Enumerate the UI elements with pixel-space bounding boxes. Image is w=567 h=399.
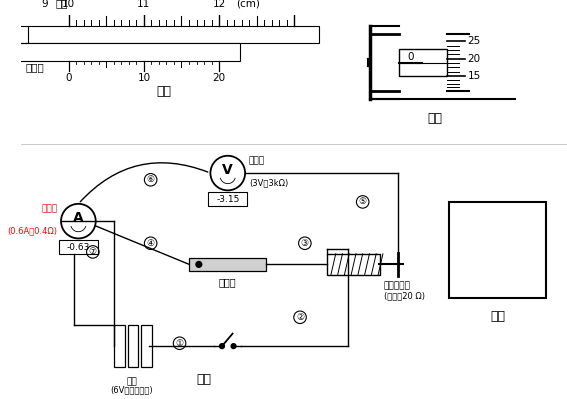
Text: -0.63: -0.63 bbox=[67, 243, 90, 252]
Circle shape bbox=[231, 344, 236, 348]
Text: 20: 20 bbox=[468, 53, 481, 64]
Text: (0.6A，0.4Ω): (0.6A，0.4Ω) bbox=[7, 226, 57, 235]
Text: 游标尺: 游标尺 bbox=[26, 63, 44, 73]
Text: (最大值20 Ω): (最大值20 Ω) bbox=[384, 291, 425, 300]
Text: (6V，内阻不计): (6V，内阻不计) bbox=[110, 385, 153, 395]
Text: ⑥: ⑥ bbox=[147, 175, 155, 184]
Text: 10: 10 bbox=[137, 73, 150, 83]
Text: A: A bbox=[73, 211, 84, 225]
Text: 主尺: 主尺 bbox=[55, 0, 67, 9]
Bar bbox=[28, 26, 319, 43]
Text: ⑦: ⑦ bbox=[89, 247, 97, 257]
Text: 图丁: 图丁 bbox=[490, 310, 505, 322]
Text: 9: 9 bbox=[41, 0, 48, 9]
Text: (3V，3kΩ): (3V，3kΩ) bbox=[249, 178, 288, 187]
Text: 电源: 电源 bbox=[126, 377, 137, 386]
Text: 12: 12 bbox=[213, 0, 226, 9]
Text: ③: ③ bbox=[301, 239, 309, 248]
Text: V: V bbox=[222, 163, 233, 177]
Bar bbox=[209, 192, 247, 206]
Text: 电流表: 电流表 bbox=[41, 204, 57, 213]
Text: 图丙: 图丙 bbox=[196, 373, 211, 385]
Bar bbox=[450, 202, 546, 298]
Text: (cm): (cm) bbox=[236, 0, 260, 9]
Bar bbox=[0, 43, 240, 61]
Bar bbox=[189, 258, 266, 271]
Text: 滑动变阻器: 滑动变阻器 bbox=[384, 282, 411, 291]
Bar bbox=[327, 254, 380, 275]
Text: 0: 0 bbox=[65, 73, 72, 83]
Text: 图甲: 图甲 bbox=[156, 85, 172, 98]
Text: ②: ② bbox=[296, 313, 304, 322]
Text: 25: 25 bbox=[468, 36, 481, 46]
Text: 金属丝: 金属丝 bbox=[219, 277, 236, 287]
Bar bbox=[141, 325, 151, 367]
Circle shape bbox=[196, 261, 202, 267]
Text: 15: 15 bbox=[468, 71, 481, 81]
Text: 图乙: 图乙 bbox=[428, 113, 442, 126]
Bar bbox=[128, 325, 138, 367]
Text: 电压表: 电压表 bbox=[249, 156, 265, 165]
Bar bbox=[59, 240, 98, 254]
Text: ④: ④ bbox=[147, 239, 155, 248]
Text: ①: ① bbox=[176, 339, 184, 348]
Text: 11: 11 bbox=[137, 0, 150, 9]
Text: ⑤: ⑤ bbox=[358, 198, 367, 206]
Bar bbox=[399, 49, 447, 76]
Bar bbox=[114, 325, 125, 367]
Circle shape bbox=[219, 344, 225, 348]
Text: 10: 10 bbox=[62, 0, 75, 9]
Text: 20: 20 bbox=[213, 73, 226, 83]
Text: -3.15: -3.15 bbox=[216, 195, 239, 203]
Text: 0: 0 bbox=[408, 52, 414, 62]
